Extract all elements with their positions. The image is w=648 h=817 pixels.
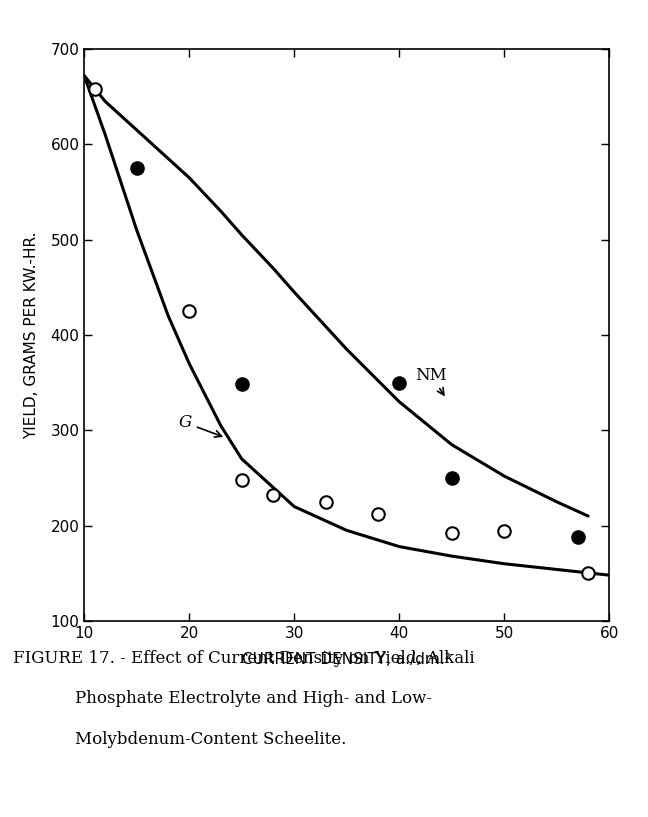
- Text: Phosphate Electrolyte and High- and Low-: Phosphate Electrolyte and High- and Low-: [75, 690, 432, 708]
- Text: NM: NM: [415, 367, 446, 395]
- Text: G: G: [179, 414, 222, 437]
- X-axis label: CURRENT DENSITY, a./dm.²: CURRENT DENSITY, a./dm.²: [242, 652, 451, 667]
- Text: Molybdenum-Content Scheelite.: Molybdenum-Content Scheelite.: [75, 731, 346, 748]
- Text: FIGURE 17. - Effect of Current Density on Yield, Alkali: FIGURE 17. - Effect of Current Density o…: [13, 650, 474, 667]
- Y-axis label: YIELD, GRAMS PER KW.-HR.: YIELD, GRAMS PER KW.-HR.: [24, 231, 40, 439]
